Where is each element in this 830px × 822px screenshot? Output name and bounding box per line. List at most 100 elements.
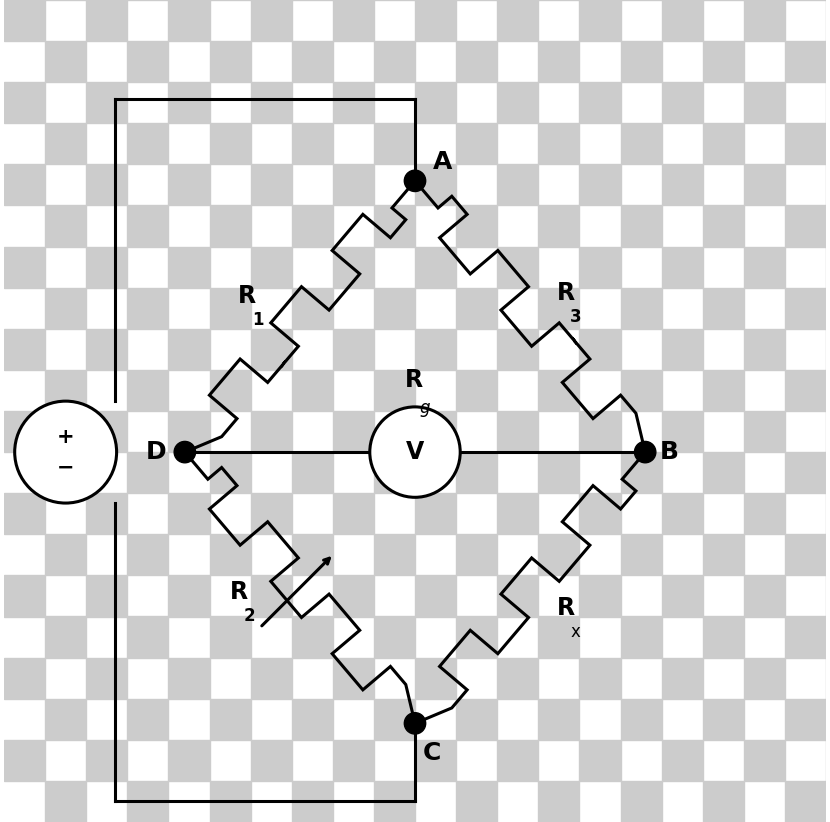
- Bar: [826, 740, 830, 781]
- Bar: [579, 247, 621, 288]
- Circle shape: [404, 713, 426, 734]
- Text: −: −: [57, 457, 75, 478]
- Bar: [497, 164, 539, 206]
- Bar: [621, 452, 662, 493]
- Bar: [497, 575, 539, 616]
- Bar: [744, 493, 785, 534]
- Bar: [703, 370, 744, 411]
- Bar: [497, 411, 539, 452]
- Bar: [785, 123, 826, 164]
- Bar: [374, 699, 415, 740]
- Bar: [785, 288, 826, 329]
- Bar: [662, 247, 703, 288]
- Bar: [333, 493, 374, 534]
- Bar: [168, 247, 209, 288]
- Bar: [579, 164, 621, 206]
- Bar: [45, 616, 86, 658]
- Text: B: B: [660, 440, 679, 464]
- Bar: [497, 658, 539, 699]
- Bar: [45, 699, 86, 740]
- Bar: [539, 534, 579, 575]
- Bar: [826, 575, 830, 616]
- Text: +: +: [56, 427, 75, 447]
- Bar: [45, 41, 86, 82]
- Bar: [251, 493, 291, 534]
- Bar: [579, 740, 621, 781]
- Bar: [415, 740, 457, 781]
- Bar: [291, 370, 333, 411]
- Bar: [291, 206, 333, 247]
- Bar: [457, 123, 497, 164]
- Bar: [86, 164, 127, 206]
- Text: R: R: [230, 580, 248, 604]
- Bar: [251, 164, 291, 206]
- Bar: [744, 411, 785, 452]
- Bar: [539, 206, 579, 247]
- Bar: [662, 0, 703, 41]
- Bar: [291, 41, 333, 82]
- Bar: [662, 575, 703, 616]
- Bar: [333, 0, 374, 41]
- Bar: [703, 699, 744, 740]
- Bar: [744, 740, 785, 781]
- Bar: [291, 288, 333, 329]
- Bar: [826, 247, 830, 288]
- Bar: [744, 247, 785, 288]
- Bar: [826, 658, 830, 699]
- Bar: [415, 575, 457, 616]
- Bar: [4, 658, 45, 699]
- Bar: [374, 123, 415, 164]
- Bar: [539, 781, 579, 822]
- Bar: [662, 329, 703, 370]
- Text: C: C: [423, 741, 442, 765]
- Bar: [826, 329, 830, 370]
- Text: 1: 1: [252, 311, 264, 329]
- Bar: [744, 0, 785, 41]
- Bar: [127, 370, 168, 411]
- Bar: [703, 452, 744, 493]
- Bar: [251, 82, 291, 123]
- Bar: [333, 247, 374, 288]
- Bar: [127, 123, 168, 164]
- Bar: [4, 411, 45, 452]
- Bar: [333, 740, 374, 781]
- Bar: [4, 82, 45, 123]
- Bar: [744, 82, 785, 123]
- Bar: [333, 575, 374, 616]
- Bar: [127, 206, 168, 247]
- Bar: [621, 781, 662, 822]
- Bar: [826, 82, 830, 123]
- Bar: [251, 411, 291, 452]
- Bar: [785, 452, 826, 493]
- Bar: [4, 164, 45, 206]
- Bar: [457, 370, 497, 411]
- Bar: [497, 82, 539, 123]
- Bar: [168, 82, 209, 123]
- Bar: [621, 288, 662, 329]
- Circle shape: [404, 170, 426, 192]
- Bar: [415, 82, 457, 123]
- Circle shape: [15, 401, 116, 503]
- Bar: [703, 534, 744, 575]
- Bar: [291, 699, 333, 740]
- Bar: [785, 616, 826, 658]
- Bar: [621, 616, 662, 658]
- Bar: [209, 781, 251, 822]
- Bar: [251, 329, 291, 370]
- Text: 3: 3: [570, 308, 582, 326]
- Bar: [703, 123, 744, 164]
- Bar: [374, 452, 415, 493]
- Bar: [621, 206, 662, 247]
- Bar: [45, 123, 86, 164]
- Bar: [744, 164, 785, 206]
- Bar: [703, 288, 744, 329]
- Text: R: R: [238, 284, 256, 308]
- Bar: [703, 41, 744, 82]
- Bar: [251, 575, 291, 616]
- Bar: [703, 781, 744, 822]
- Bar: [579, 411, 621, 452]
- Bar: [333, 82, 374, 123]
- Bar: [4, 247, 45, 288]
- Bar: [251, 247, 291, 288]
- Text: 2: 2: [244, 607, 256, 625]
